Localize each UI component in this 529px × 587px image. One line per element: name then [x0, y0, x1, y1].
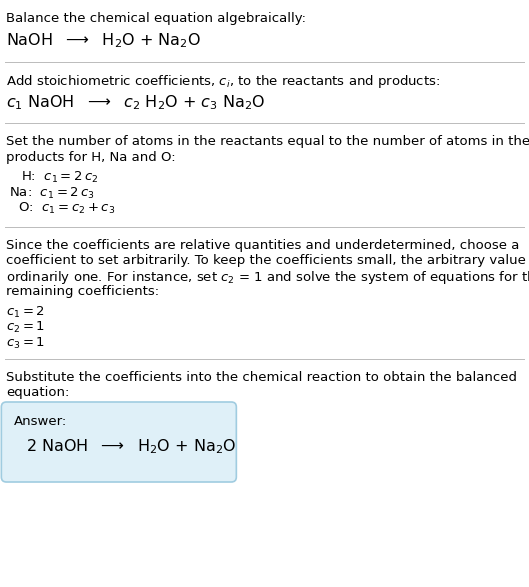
- Text: Na:  $c_1 = 2\,c_3$: Na: $c_1 = 2\,c_3$: [10, 185, 95, 201]
- Text: H:  $c_1 = 2\,c_2$: H: $c_1 = 2\,c_2$: [21, 170, 99, 185]
- Text: $c_1$ NaOH  $\longrightarrow$  $c_2$ H$_2$O + $c_3$ Na$_2$O: $c_1$ NaOH $\longrightarrow$ $c_2$ H$_2$…: [6, 93, 266, 112]
- Text: Since the coefficients are relative quantities and underdetermined, choose a: Since the coefficients are relative quan…: [6, 238, 519, 251]
- Text: Balance the chemical equation algebraically:: Balance the chemical equation algebraica…: [6, 12, 306, 25]
- Text: $c_2 = 1$: $c_2 = 1$: [6, 320, 45, 335]
- Text: 2 NaOH  $\longrightarrow$  H$_2$O + Na$_2$O: 2 NaOH $\longrightarrow$ H$_2$O + Na$_2$…: [26, 437, 236, 456]
- Text: Substitute the coefficients into the chemical reaction to obtain the balanced: Substitute the coefficients into the che…: [6, 371, 517, 384]
- Text: remaining coefficients:: remaining coefficients:: [6, 285, 159, 298]
- Text: ordinarily one. For instance, set $c_2$ = 1 and solve the system of equations fo: ordinarily one. For instance, set $c_2$ …: [6, 269, 529, 286]
- FancyBboxPatch shape: [2, 402, 236, 482]
- Text: O:  $c_1 = c_2 + c_3$: O: $c_1 = c_2 + c_3$: [19, 201, 116, 216]
- Text: NaOH  $\longrightarrow$  H$_2$O + Na$_2$O: NaOH $\longrightarrow$ H$_2$O + Na$_2$O: [6, 32, 202, 50]
- Text: Add stoichiometric coefficients, $c_i$, to the reactants and products:: Add stoichiometric coefficients, $c_i$, …: [6, 73, 441, 90]
- Text: $c_1 = 2$: $c_1 = 2$: [6, 305, 45, 319]
- Text: coefficient to set arbitrarily. To keep the coefficients small, the arbitrary va: coefficient to set arbitrarily. To keep …: [6, 254, 529, 267]
- Text: Answer:: Answer:: [14, 415, 68, 428]
- Text: Set the number of atoms in the reactants equal to the number of atoms in the: Set the number of atoms in the reactants…: [6, 135, 529, 148]
- Text: $c_3 = 1$: $c_3 = 1$: [6, 336, 45, 350]
- Text: products for H, Na and O:: products for H, Na and O:: [6, 150, 176, 164]
- Text: equation:: equation:: [6, 386, 70, 400]
